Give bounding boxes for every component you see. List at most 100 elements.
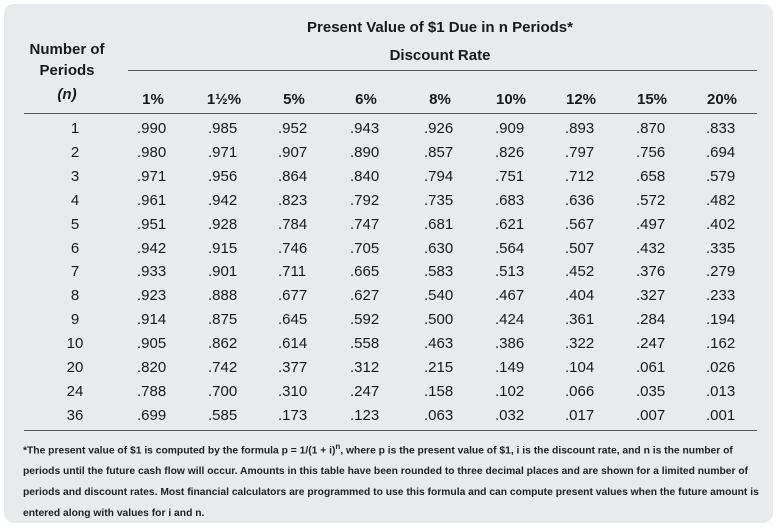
value-cell: .463 (424, 335, 454, 353)
value-cell: .507 (565, 239, 595, 257)
value-cell: .985 (208, 120, 238, 137)
value-cell: .063 (424, 406, 454, 424)
value-cell: .756 (636, 143, 666, 161)
value-cell: .627 (350, 287, 380, 305)
period-cell: 5 (70, 215, 80, 233)
value-cell: .386 (495, 335, 525, 353)
period-cell: 1 (70, 120, 80, 137)
row-header-line1: Number of (29, 41, 105, 58)
value-cell: .712 (565, 167, 595, 185)
value-cell: .173 (278, 406, 308, 424)
value-cell: .901 (208, 263, 238, 281)
value-cell: .694 (706, 143, 736, 161)
value-cell: .026 (706, 359, 736, 376)
value-cell: .794 (424, 167, 454, 185)
value-cell: .857 (424, 143, 454, 161)
value-cell: .404 (565, 287, 595, 305)
value-cell: .162 (706, 335, 736, 353)
value-cell: .820 (137, 359, 167, 376)
value-cell: .788 (137, 382, 167, 400)
value-cell: .928 (208, 215, 238, 233)
period-cell: 24 (66, 382, 84, 400)
value-cell: .630 (424, 239, 454, 257)
value-cell: .645 (278, 311, 308, 329)
value-cell: .017 (565, 406, 595, 424)
value-cell: .742 (208, 359, 238, 376)
value-cell: .792 (350, 191, 380, 209)
value-cell: .377 (278, 359, 308, 376)
value-cell: .862 (208, 335, 238, 353)
value-cell: .583 (424, 263, 454, 281)
value-cell: .933 (137, 263, 167, 281)
value-cell: .233 (706, 287, 736, 305)
value-cell: .705 (350, 239, 380, 257)
period-cell: 4 (70, 191, 80, 209)
subtitle-rule (128, 70, 757, 71)
value-cell: .035 (636, 382, 666, 400)
value-cell: .614 (278, 335, 308, 353)
column-header: 12% (565, 91, 597, 108)
period-cell: 8 (70, 287, 80, 305)
value-cell: .914 (137, 311, 167, 329)
period-cell: 20 (66, 359, 84, 376)
value-cell: .284 (636, 311, 666, 329)
value-cell: .665 (350, 263, 380, 281)
value-cell: .500 (424, 311, 454, 329)
value-cell: .592 (350, 311, 380, 329)
value-cell: .751 (495, 167, 525, 185)
value-cell: .971 (208, 143, 238, 161)
value-cell: .102 (495, 382, 525, 400)
value-cell: .658 (636, 167, 666, 185)
period-cell: 36 (66, 406, 84, 424)
footnote-exponent: n (335, 442, 341, 451)
value-cell: .870 (636, 120, 666, 137)
value-cell: .888 (208, 287, 238, 305)
value-cell: .066 (565, 382, 595, 400)
value-cell: .013 (706, 382, 736, 400)
value-cell: .923 (137, 287, 167, 305)
table-title: Present Value of $1 Due in n Periods* (307, 19, 573, 36)
value-cell: .833 (706, 120, 736, 137)
value-cell: .980 (137, 143, 167, 161)
value-cell: .747 (350, 215, 380, 233)
value-cell: .823 (278, 191, 308, 209)
value-cell: .335 (706, 239, 736, 257)
value-cell: .279 (706, 263, 736, 281)
present-value-table-panel: Present Value of $1 Due in n Periods* Di… (4, 4, 773, 523)
value-cell: .322 (565, 335, 595, 353)
value-cell: .926 (424, 120, 454, 137)
header-rule (24, 113, 757, 114)
value-cell: .402 (706, 215, 736, 233)
value-cell: .699 (137, 406, 167, 424)
period-cell: 7 (70, 263, 80, 281)
value-cell: .700 (208, 382, 238, 400)
value-cell: .424 (495, 311, 525, 329)
value-cell: .564 (495, 239, 525, 257)
value-cell: .952 (278, 120, 308, 137)
value-cell: .971 (137, 167, 167, 185)
value-cell: .567 (565, 215, 595, 233)
value-cell: .123 (350, 406, 380, 424)
value-cell: .907 (278, 143, 308, 161)
value-cell: .007 (636, 406, 666, 424)
discount-rate-heading: Discount Rate (389, 47, 491, 64)
value-cell: .784 (278, 215, 308, 233)
row-header-line3: (n) (57, 86, 77, 103)
value-cell: .497 (636, 215, 666, 233)
footnote: *The present value of $1 is computed by … (23, 436, 763, 524)
value-cell: .905 (137, 335, 167, 353)
value-cell: .961 (137, 191, 167, 209)
column-header: 6% (355, 91, 377, 108)
value-cell: .540 (424, 287, 454, 305)
value-cell: .247 (636, 335, 666, 353)
value-cell: .513 (495, 263, 525, 281)
value-cell: .875 (208, 311, 238, 329)
footer-rule (24, 430, 757, 431)
value-cell: .467 (495, 287, 525, 305)
value-cell: .482 (706, 191, 736, 209)
value-cell: .149 (495, 359, 525, 376)
value-cell: .942 (137, 239, 167, 257)
column-header: 1½% (206, 91, 242, 108)
period-cell: 9 (70, 311, 80, 329)
period-cell: 2 (70, 143, 80, 161)
